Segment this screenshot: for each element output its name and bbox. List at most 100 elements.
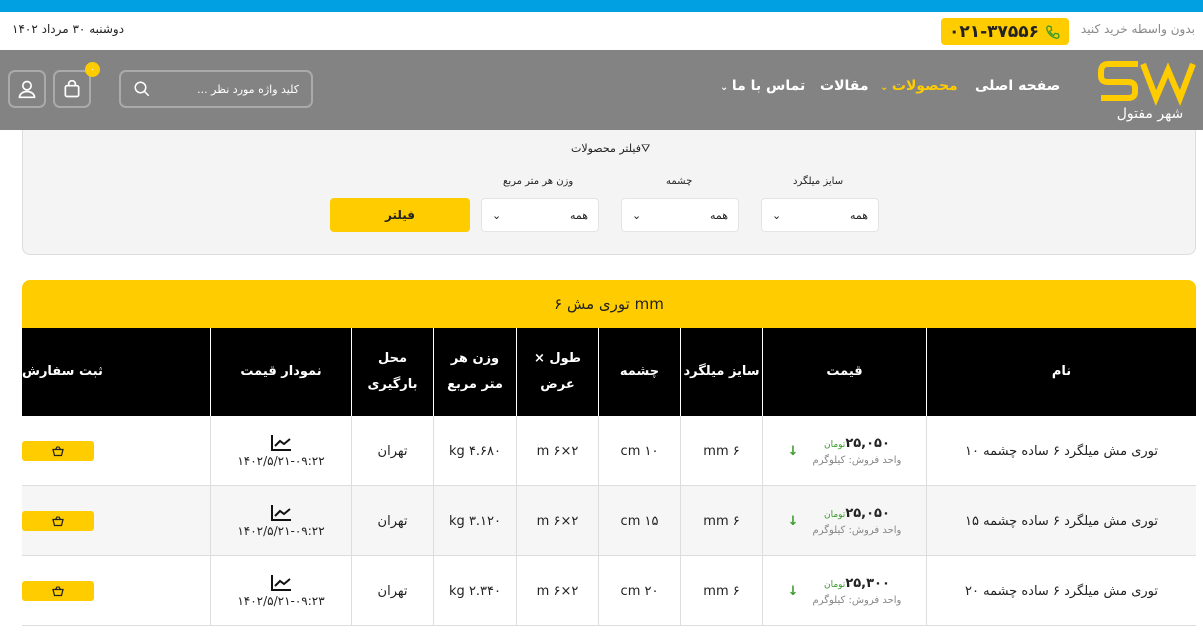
price-update-time: ۱۴۰۲/۵/۲۱-۰۹:۲۲ — [237, 524, 325, 538]
phone-icon — [1046, 24, 1060, 39]
arrow-down-icon: ↓ — [787, 583, 799, 599]
add-to-cart-button[interactable] — [22, 581, 94, 601]
dimensions: ۲×۶ m — [516, 556, 598, 626]
shopping-bag-icon — [64, 79, 80, 98]
funnel-icon: ⛛ — [640, 142, 651, 155]
location: تهران — [351, 486, 433, 556]
nav-item-contact[interactable]: ⌄ تماس با ما — [720, 78, 805, 94]
sale-unit: واحد فروش: کیلوگرم — [812, 525, 902, 536]
chevron-down-icon: ⌄ — [632, 208, 642, 222]
header-mesh: چشمه — [598, 328, 680, 416]
header-name: نام — [926, 328, 1196, 416]
rebar-size: ۶ mm — [680, 556, 762, 626]
nav-item-label: محصولات — [891, 78, 958, 94]
product-name[interactable]: توری مش میلگرد ۶ ساده چشمه ۱۵ — [926, 486, 1196, 556]
price-update-time: ۱۴۰۲/۵/۲۱-۰۹:۲۳ — [237, 594, 325, 608]
sale-unit: واحد فروش: کیلوگرم — [812, 595, 902, 606]
filter-title: ⛛فیلتر محصولات — [571, 142, 650, 156]
mesh-size: ۱۵ cm — [598, 486, 680, 556]
user-icon — [18, 80, 36, 99]
sale-unit: واحد فروش: کیلوگرم — [812, 455, 902, 466]
info-bar: دوشنبه ۳۰ مرداد ۱۴۰۲ ۰۲۱-۳۷۵۵۶ بدون واسط… — [0, 12, 1203, 50]
price-value: ۲۵,۳۰۰ — [845, 576, 890, 591]
arrow-down-icon: ↓ — [787, 513, 799, 529]
site-logo[interactable]: شهر مفتول — [1098, 58, 1203, 124]
add-to-cart-button[interactable] — [22, 511, 94, 531]
phone-number: ۰۲۱-۳۷۵۵۶ — [948, 21, 1040, 42]
currency: تومان — [823, 510, 846, 520]
account-button[interactable] — [8, 70, 46, 108]
product-name[interactable]: توری مش میلگرد ۶ ساده چشمه ۱۰ — [926, 416, 1196, 486]
nav-item-home[interactable]: صفحه اصلی — [975, 78, 1061, 94]
weight: ۴.۶۸۰ kg — [433, 416, 516, 486]
table-title: توری مش ۶ mm — [22, 280, 1196, 328]
price-block: ۲۵,۰۵۰تومان واحد فروش: کیلوگرم — [813, 436, 902, 466]
location: تهران — [351, 556, 433, 626]
arrow-down-icon: ↓ — [787, 443, 799, 459]
table-row: توری مش میلگرد ۶ ساده چشمه ۱۰ ۲۵,۰۵۰توما… — [22, 416, 1196, 486]
table-row: توری مش میلگرد ۶ ساده چشمه ۱۵ ۲۵,۰۵۰توما… — [22, 486, 1196, 556]
filter-panel: ⛛فیلتر محصولات سایز میلگرد چشمه وزن هر م… — [22, 130, 1196, 255]
order-cell — [22, 486, 210, 556]
weight: ۳.۱۲۰ kg — [433, 486, 516, 556]
filter-label-mesh: چشمه — [666, 176, 693, 187]
price-chart-cell: ۱۴۰۲/۵/۲۱-۰۹:۲۲ — [210, 486, 351, 556]
filter-label-weight: وزن هر متر مربع — [503, 176, 574, 187]
search-placeholder: کلید واژه مورد نظر ... — [197, 82, 299, 96]
basket-icon — [52, 586, 64, 597]
phone-badge[interactable]: ۰۲۱-۳۷۵۵۶ — [941, 18, 1069, 45]
search-input[interactable]: کلید واژه مورد نظر ... — [119, 70, 313, 108]
order-cell — [22, 416, 210, 486]
nav-item-products[interactable]: ⌄ محصولات — [880, 78, 958, 94]
chevron-down-icon: ⌄ — [720, 82, 732, 93]
line-chart-icon[interactable] — [270, 504, 292, 522]
price-block: ۲۵,۳۰۰تومان واحد فروش: کیلوگرم — [813, 576, 902, 606]
filter-button[interactable]: فیلتر — [330, 198, 470, 232]
add-to-cart-button[interactable] — [22, 441, 94, 461]
location: تهران — [351, 416, 433, 486]
price-value: ۲۵,۰۵۰ — [845, 436, 890, 451]
header-location: محل بارگیری — [351, 328, 433, 416]
browser-top-strip — [0, 0, 1203, 12]
chevron-down-icon: ⌄ — [880, 82, 892, 93]
price-value: ۲۵,۰۵۰ — [845, 506, 890, 521]
filter-select-size[interactable]: همه ⌄ — [761, 198, 879, 232]
nav-item-label: تماس با ما — [731, 78, 806, 94]
product-name[interactable]: توری مش میلگرد ۶ ساده چشمه ۲۰ — [926, 556, 1196, 626]
basket-icon — [52, 516, 64, 527]
mesh-size: ۱۰ cm — [598, 416, 680, 486]
price-cell: ۲۵,۳۰۰تومان واحد فروش: کیلوگرم ↓ — [762, 556, 926, 626]
nav-item-articles[interactable]: مقالات — [820, 78, 869, 94]
filter-title-text: فیلتر محصولات — [571, 142, 641, 155]
rebar-size: ۶ mm — [680, 416, 762, 486]
filter-label-size: سایز میلگرد — [793, 176, 844, 187]
price-chart-cell: ۱۴۰۲/۵/۲۱-۰۹:۲۳ — [210, 556, 351, 626]
header-rebar-size: سایز میلگرد — [680, 328, 762, 416]
table-header: نام قیمت سایز میلگرد چشمه طول × عرض وزن … — [22, 328, 1196, 416]
filter-select-weight[interactable]: همه ⌄ — [481, 198, 599, 232]
header-dimensions: طول × عرض — [516, 328, 598, 416]
header-order: ثبت سفارش — [22, 364, 103, 379]
filter-select-mesh[interactable]: همه ⌄ — [621, 198, 739, 232]
table-row: توری مش میلگرد ۶ ساده چشمه ۲۰ ۲۵,۳۰۰توما… — [22, 556, 1196, 626]
buy-slogan: بدون واسطه خرید کنید — [1080, 22, 1195, 36]
cart-count-badge: ۰ — [85, 62, 100, 77]
price-cell: ۲۵,۰۵۰تومان واحد فروش: کیلوگرم ↓ — [762, 416, 926, 486]
select-value: همه — [849, 208, 868, 222]
line-chart-icon[interactable] — [270, 434, 292, 452]
price-cell: ۲۵,۰۵۰تومان واحد فروش: کیلوگرم ↓ — [762, 486, 926, 556]
rebar-size: ۶ mm — [680, 486, 762, 556]
currency: تومان — [823, 440, 846, 450]
svg-text:شهر مفتول: شهر مفتول — [1117, 106, 1184, 122]
mesh-size: ۲۰ cm — [598, 556, 680, 626]
order-cell — [22, 556, 210, 626]
chevron-down-icon: ⌄ — [772, 208, 782, 222]
line-chart-icon[interactable] — [270, 574, 292, 592]
weight: ۲.۳۴۰ kg — [433, 556, 516, 626]
main-nav: شهر مفتول صفحه اصلی ⌄ محصولات مقالات ⌄ ت… — [0, 50, 1203, 130]
dimensions: ۲×۶ m — [516, 486, 598, 556]
chevron-down-icon: ⌄ — [492, 208, 502, 222]
cart-button[interactable] — [53, 70, 91, 108]
price-chart-cell: ۱۴۰۲/۵/۲۱-۰۹:۲۲ — [210, 416, 351, 486]
search-icon[interactable] — [133, 80, 151, 98]
